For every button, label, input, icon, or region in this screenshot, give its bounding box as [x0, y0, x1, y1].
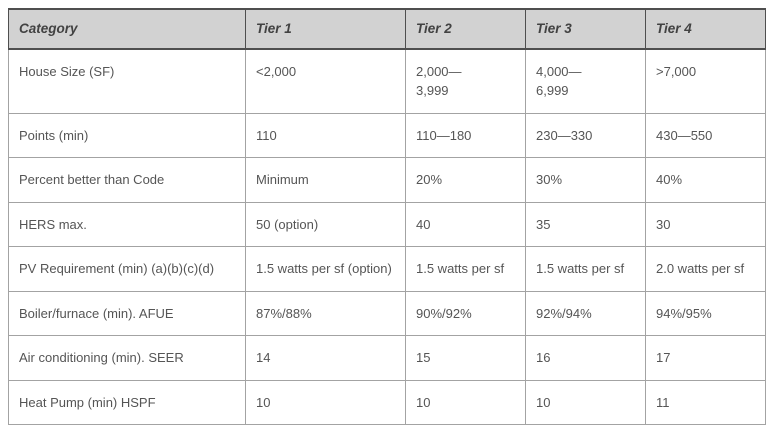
value-cell: 1.5 watts per sf [405, 246, 526, 292]
category-cell: HERS max. [8, 201, 246, 248]
value-cell: 92%/94% [525, 290, 646, 337]
value-cell: 35 [525, 201, 646, 248]
value-cell: 94%/95% [645, 290, 766, 337]
value-cell: 30 [645, 201, 766, 248]
value-cell: 1.5 watts per sf [525, 246, 646, 292]
tier-spec-table: Category Tier 1 Tier 2 Tier 3 Tier 4 House S… [8, 8, 766, 426]
value-cell: 40 [405, 201, 526, 248]
table-row: Points (min) 110 110—180 230—330 430—550 [8, 112, 766, 159]
value-cell: 2,000— 3,999 [405, 48, 526, 114]
category-cell: Heat Pump (min) HSPF [8, 379, 246, 426]
value-cell: 110—180 [405, 112, 526, 159]
table-row: Heat Pump (min) HSPF 10 10 10 11 [8, 379, 766, 426]
value-cell: 11 [645, 379, 766, 426]
value-cell: 87%/88% [245, 290, 406, 337]
header-row: Category Tier 1 Tier 2 Tier 3 Tier 4 [8, 8, 766, 50]
value-cell: 10 [405, 379, 526, 426]
category-cell: Points (min) [8, 112, 246, 159]
category-cell: Boiler/furnace (min). AFUE [8, 290, 246, 337]
value-cell: 50 (option) [245, 201, 406, 248]
table-row: House Size (SF) <2,000 2,000— 3,999 4,000— … [8, 48, 766, 114]
value-cell: 230—330 [525, 112, 646, 159]
table-header: Category Tier 1 Tier 2 Tier 3 Tier 4 [8, 8, 766, 50]
column-header: Tier 3 [525, 8, 646, 50]
value-cell: Minimum [245, 157, 406, 203]
table-row: HERS max. 50 (option) 40 35 30 [8, 201, 766, 248]
value-cell: 16 [525, 335, 646, 381]
column-header: Tier 2 [405, 8, 526, 50]
table-row: Percent better than Code Minimum 20% 30% 40% [8, 157, 766, 203]
table-row: PV Requirement (min) (a)(b)(c)(d) 1.5 wat… [8, 246, 766, 292]
value-cell: 430—550 [645, 112, 766, 159]
value-cell: 20% [405, 157, 526, 203]
value-cell: 15 [405, 335, 526, 381]
value-cell: <2,000 [245, 48, 406, 114]
value-cell: 30% [525, 157, 646, 203]
value-cell: 17 [645, 335, 766, 381]
value-cell: 1.5 watts per sf (option) [245, 246, 406, 292]
value-cell: 10 [525, 379, 646, 426]
table-row: Boiler/furnace (min). AFUE 87%/88% 90%/92%… [8, 290, 766, 337]
value-cell: 90%/92% [405, 290, 526, 337]
table-row: Air conditioning (min). SEER 14 15 16 17 [8, 335, 766, 381]
category-cell: Percent better than Code [8, 157, 246, 203]
column-header: Category [8, 8, 246, 50]
value-cell: 4,000— 6,999 [525, 48, 646, 114]
value-cell: 110 [245, 112, 406, 159]
column-header: Tier 1 [245, 8, 406, 50]
value-cell: 10 [245, 379, 406, 426]
value-cell: 40% [645, 157, 766, 203]
value-cell: 2.0 watts per sf [645, 246, 766, 292]
category-cell: PV Requirement (min) (a)(b)(c)(d) [8, 246, 246, 292]
value-cell: 14 [245, 335, 406, 381]
value-cell: >7,000 [645, 48, 766, 114]
category-cell: House Size (SF) [8, 48, 246, 114]
category-cell: Air conditioning (min). SEER [8, 335, 246, 381]
column-header: Tier 4 [645, 8, 766, 50]
table-body: House Size (SF) <2,000 2,000— 3,999 4,000— … [8, 48, 766, 426]
